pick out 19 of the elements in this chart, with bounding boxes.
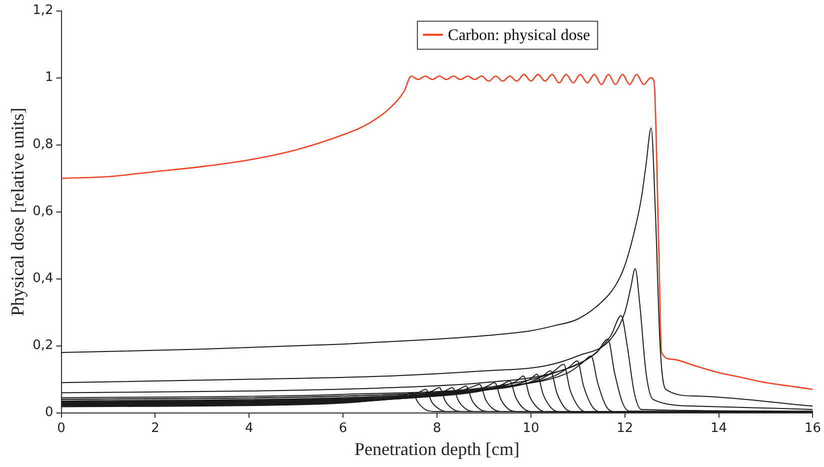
y-tick-label: 0 — [44, 405, 54, 420]
x-tick-label: 12 — [616, 420, 634, 436]
y-tick-label: 0,8 — [32, 137, 54, 152]
x-tick-label: 2 — [151, 420, 160, 436]
legend-label: Carbon: physical dose — [448, 27, 590, 44]
y-axis-title: Physical dose [relative units] — [8, 108, 28, 316]
x-tick-label: 4 — [244, 420, 254, 436]
x-tick-label: 16 — [804, 420, 821, 436]
y-tick-label: 0,2 — [32, 338, 54, 354]
x-tick-label: 8 — [432, 420, 442, 436]
y-tick-label: 0,4 — [32, 271, 54, 286]
x-tick-label: 6 — [338, 420, 348, 436]
x-tick-label: 10 — [522, 420, 540, 436]
y-tick-label: 1 — [44, 70, 54, 86]
y-tick-label: 0,6 — [32, 204, 54, 220]
x-tick-label: 14 — [710, 420, 728, 436]
x-tick-label: 0 — [57, 420, 66, 436]
y-tick-label: 1,2 — [32, 3, 54, 18]
x-axis-title: Penetration depth [cm] — [354, 438, 520, 459]
